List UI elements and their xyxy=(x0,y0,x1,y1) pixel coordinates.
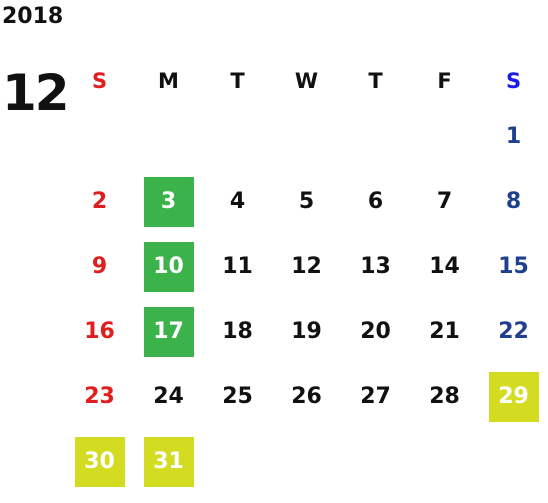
day-number: 8 xyxy=(505,189,522,214)
calendar-grid: S M T W T F S 1 2 3 4 5 6 7 8 9 10 11 12… xyxy=(65,58,548,494)
day-cell[interactable]: 5 xyxy=(272,169,341,234)
day-number: 25 xyxy=(222,384,253,409)
day-cell[interactable]: 20 xyxy=(341,299,410,364)
day-number: 27 xyxy=(360,384,391,409)
day-cell[interactable]: 2 xyxy=(65,169,134,234)
day-cell[interactable]: 6 xyxy=(341,169,410,234)
day-number: 24 xyxy=(153,384,184,409)
day-cell[interactable]: 14 xyxy=(410,234,479,299)
weekday-friday: F xyxy=(437,69,452,93)
day-cell[interactable]: 11 xyxy=(203,234,272,299)
day-number: 30 xyxy=(74,436,125,487)
day-cell[interactable]: 9 xyxy=(65,234,134,299)
day-number: 3 xyxy=(143,176,194,227)
day-cell-highlighted[interactable]: 29 xyxy=(479,364,548,429)
day-cell-highlighted[interactable]: 31 xyxy=(134,429,203,494)
day-number: 4 xyxy=(229,189,246,214)
day-number: 1 xyxy=(505,124,522,149)
weekday-thursday: T xyxy=(368,69,383,93)
day-cell[interactable]: 12 xyxy=(272,234,341,299)
day-cell[interactable]: 19 xyxy=(272,299,341,364)
day-cell[interactable]: 4 xyxy=(203,169,272,234)
weekday-saturday: S xyxy=(505,69,522,93)
day-number: 15 xyxy=(498,254,529,279)
day-number: 20 xyxy=(360,319,391,344)
day-number: 26 xyxy=(291,384,322,409)
week-row: 2 3 4 5 6 7 8 xyxy=(65,169,548,234)
day-number: 19 xyxy=(291,319,322,344)
day-number: 29 xyxy=(488,371,539,422)
week-row: 16 17 18 19 20 21 22 xyxy=(65,299,548,364)
day-number: 18 xyxy=(222,319,253,344)
day-number: 9 xyxy=(91,254,108,279)
week-row: 30 31 xyxy=(65,429,548,494)
day-cell[interactable]: 24 xyxy=(134,364,203,429)
day-number: 6 xyxy=(367,189,384,214)
day-number: 5 xyxy=(298,189,315,214)
day-number: 7 xyxy=(436,189,453,214)
day-number: 16 xyxy=(84,319,115,344)
day-number: 2 xyxy=(91,189,108,214)
day-cell[interactable]: 8 xyxy=(479,169,548,234)
day-cell[interactable]: 7 xyxy=(410,169,479,234)
day-cell[interactable]: 15 xyxy=(479,234,548,299)
day-cell[interactable]: 1 xyxy=(479,104,548,169)
day-cell[interactable]: 21 xyxy=(410,299,479,364)
day-number: 17 xyxy=(143,306,194,357)
day-cell[interactable]: 26 xyxy=(272,364,341,429)
day-cell-highlighted[interactable]: 3 xyxy=(134,169,203,234)
weekday-header-row: S M T W T F S xyxy=(65,58,548,104)
day-number: 23 xyxy=(84,384,115,409)
day-cell[interactable]: 28 xyxy=(410,364,479,429)
day-cell[interactable]: 27 xyxy=(341,364,410,429)
day-cell-highlighted[interactable]: 17 xyxy=(134,299,203,364)
calendar-month: 12 xyxy=(2,64,70,122)
day-number: 13 xyxy=(360,254,391,279)
weekday-sunday: S xyxy=(91,69,108,93)
day-number: 31 xyxy=(143,436,194,487)
calendar-year: 2018 xyxy=(2,4,64,29)
day-number: 12 xyxy=(291,254,322,279)
day-number: 21 xyxy=(429,319,460,344)
day-cell[interactable]: 18 xyxy=(203,299,272,364)
day-cell[interactable]: 25 xyxy=(203,364,272,429)
day-cell[interactable]: 16 xyxy=(65,299,134,364)
day-number: 11 xyxy=(222,254,253,279)
day-cell[interactable]: 23 xyxy=(65,364,134,429)
week-row: 1 xyxy=(65,104,548,169)
day-cell-highlighted[interactable]: 30 xyxy=(65,429,134,494)
day-cell-highlighted[interactable]: 10 xyxy=(134,234,203,299)
weekday-wednesday: W xyxy=(294,69,319,93)
week-row: 9 10 11 12 13 14 15 xyxy=(65,234,548,299)
day-cell[interactable]: 22 xyxy=(479,299,548,364)
day-cell[interactable]: 13 xyxy=(341,234,410,299)
weekday-tuesday: T xyxy=(230,69,245,93)
week-row: 23 24 25 26 27 28 29 xyxy=(65,364,548,429)
day-number: 10 xyxy=(143,241,194,292)
weekday-monday: M xyxy=(158,69,179,93)
day-number: 22 xyxy=(498,319,529,344)
day-number: 28 xyxy=(429,384,460,409)
day-number: 14 xyxy=(429,254,460,279)
